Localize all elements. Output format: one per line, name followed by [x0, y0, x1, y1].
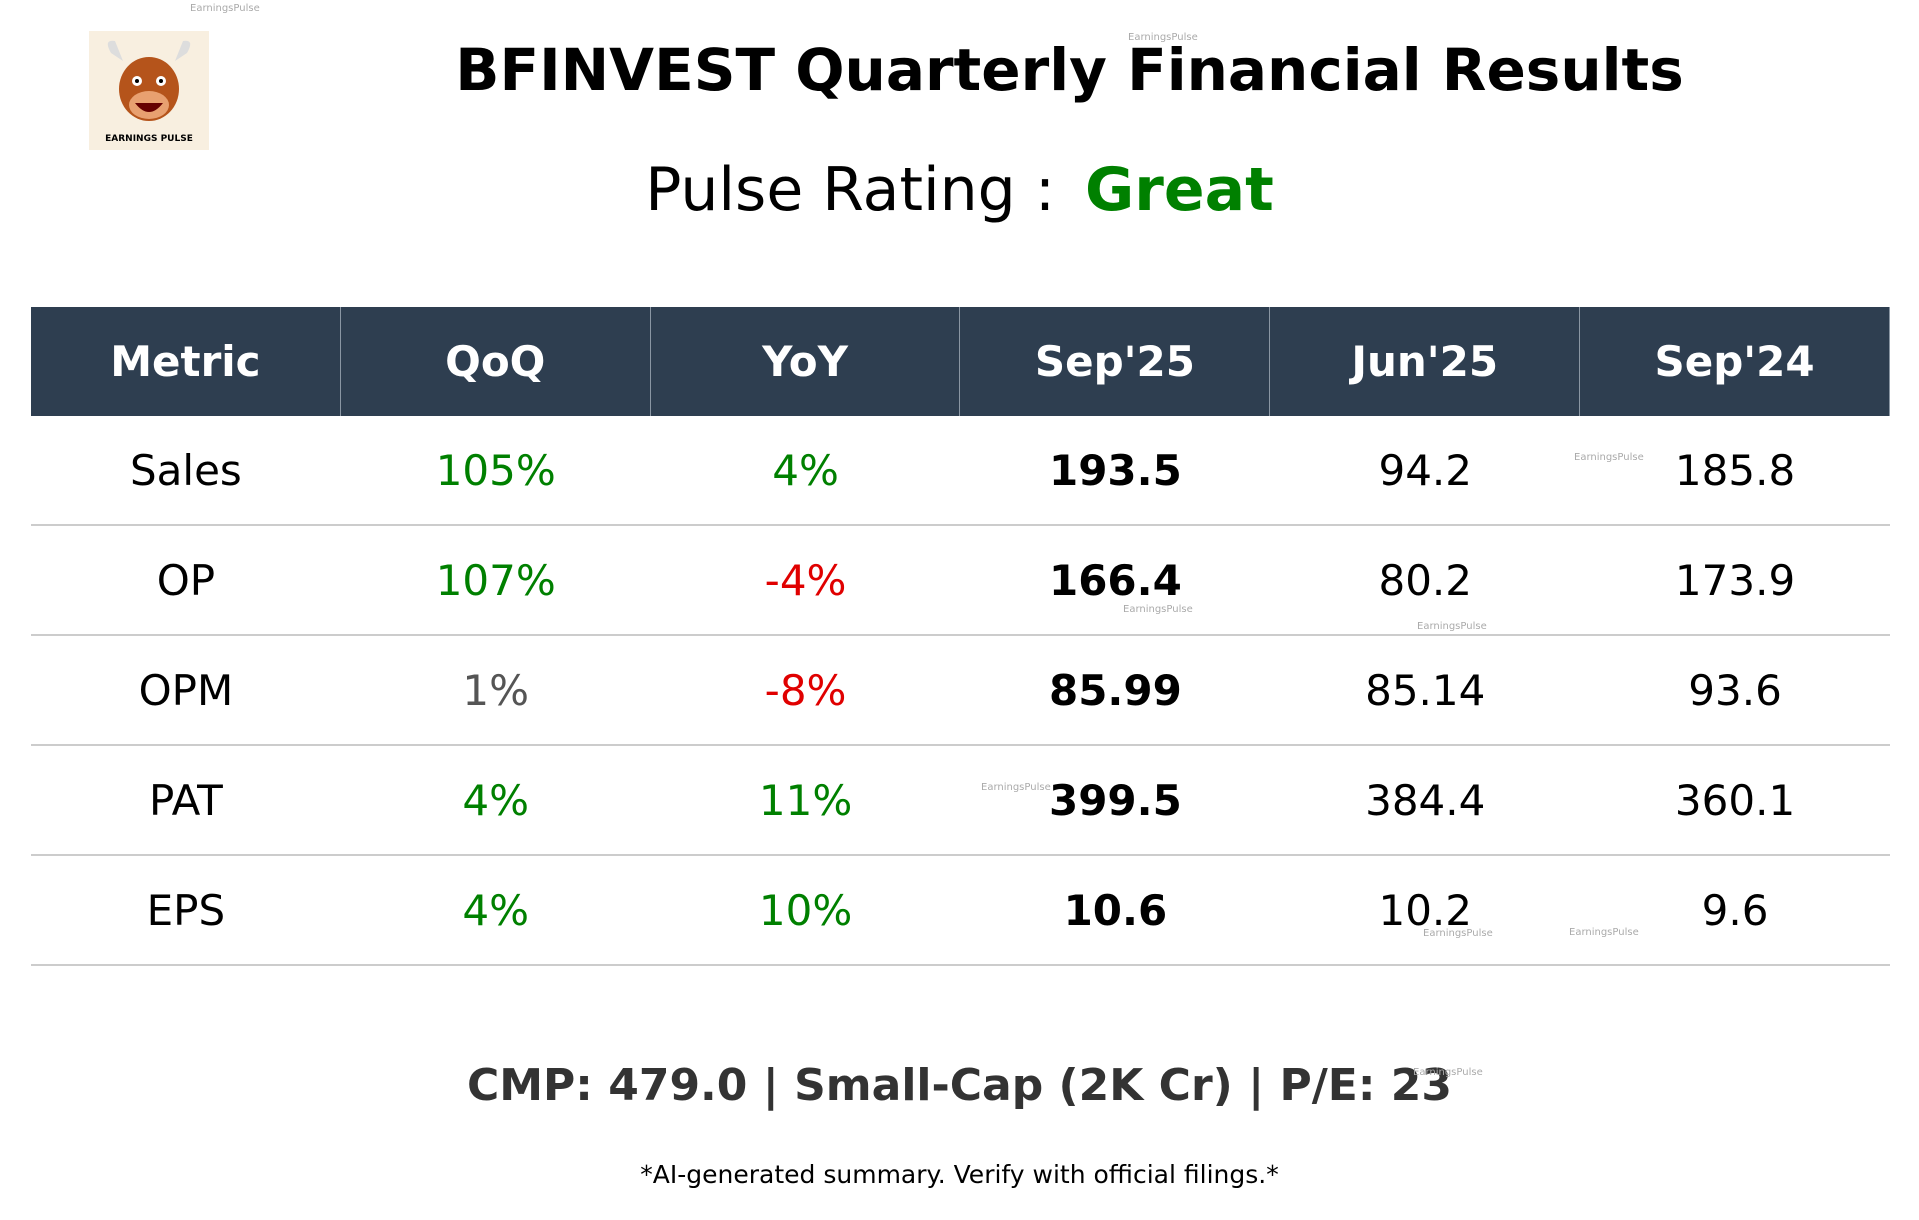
watermark: EarningsPulse: [1128, 32, 1198, 43]
table-cell: 166.4: [960, 526, 1271, 636]
table-cell: 10.6: [960, 856, 1271, 966]
title: BFINVEST Quarterly Financial Results: [455, 36, 1684, 104]
table-row: OPM 1% -8% 85.99 85.14 93.6: [31, 636, 1890, 746]
table-cell: 11%: [650, 746, 961, 856]
table-cell: OP: [31, 526, 341, 636]
table-row: EPS 4% 10% 10.6 10.2 9.6: [31, 856, 1890, 966]
table-cell: 4%: [650, 416, 961, 526]
table-cell: 384.4: [1270, 746, 1581, 856]
table-cell: EPS: [31, 856, 341, 966]
watermark: EarningsPulse: [1423, 928, 1493, 939]
table-cell: 105%: [340, 416, 651, 526]
table-cell: 399.5: [960, 746, 1271, 856]
table-cell: -8%: [650, 636, 961, 746]
table-cell: 9.6: [1580, 856, 1890, 966]
table-row: Sales 105% 4% 193.5 94.2 185.8: [31, 416, 1890, 526]
watermark: EarningsPulse: [981, 782, 1051, 793]
table-row: OP 107% -4% 166.4 80.2 173.9: [31, 526, 1890, 636]
watermark: EarningsPulse: [1574, 452, 1644, 463]
rating-value: Great: [1085, 155, 1274, 225]
column-header: Sep'24: [1580, 307, 1890, 416]
logo: EARNINGS PULSE: [89, 31, 209, 150]
table-cell: 1%: [340, 636, 651, 746]
logo-icon: EARNINGS PULSE: [105, 40, 193, 144]
table-cell: 85.99: [960, 636, 1271, 746]
table-cell: Sales: [31, 416, 341, 526]
table-cell: 10%: [650, 856, 961, 966]
table-cell: 4%: [340, 746, 651, 856]
table: Metric QoQ YoY Sep'25 Jun'25 Sep'24 Sales 105% 4…: [31, 307, 1890, 966]
column-header: Jun'25: [1270, 307, 1581, 416]
watermark: EarningsPulse: [190, 3, 260, 14]
table-cell: 193.5: [960, 416, 1271, 526]
table-cell: 80.2: [1270, 526, 1581, 636]
watermark: EarningsPulse: [1413, 1067, 1483, 1078]
column-header: YoY: [650, 307, 961, 416]
disclaimer: *AI-generated summary. Verify with offic…: [640, 1160, 1279, 1189]
column-header: QoQ: [340, 307, 651, 416]
rating-label: Pulse Rating :: [645, 155, 1056, 225]
table-cell: 85.14: [1270, 636, 1581, 746]
header-row: Metric QoQ YoY Sep'25 Jun'25 Sep'24: [31, 307, 1890, 416]
table-cell: 107%: [340, 526, 651, 636]
table-cell: 93.6: [1580, 636, 1890, 746]
rating: Pulse Rating : Great: [0, 155, 1919, 225]
table-cell: -4%: [650, 526, 961, 636]
table-cell: 185.8: [1580, 416, 1890, 526]
table-cell: 360.1: [1580, 746, 1890, 856]
watermark: EarningsPulse: [1123, 604, 1193, 615]
table-cell: PAT: [31, 746, 341, 856]
logo-text: EARNINGS PULSE: [105, 134, 193, 144]
market-info: CMP: 479.0 | Small-Cap (2K Cr) | P/E: 23: [466, 1060, 1453, 1111]
table-cell: 10.2: [1270, 856, 1581, 966]
column-header: Sep'25: [960, 307, 1271, 416]
table-cell: OPM: [31, 636, 341, 746]
table-cell: 173.9: [1580, 526, 1890, 636]
table-cell: 4%: [340, 856, 651, 966]
table-row: PAT 4% 11% 399.5 384.4 360.1: [31, 746, 1890, 856]
column-header: Metric: [31, 307, 341, 416]
table-cell: 94.2: [1270, 416, 1581, 526]
watermark: EarningsPulse: [1569, 927, 1639, 938]
watermark: EarningsPulse: [1417, 621, 1487, 632]
